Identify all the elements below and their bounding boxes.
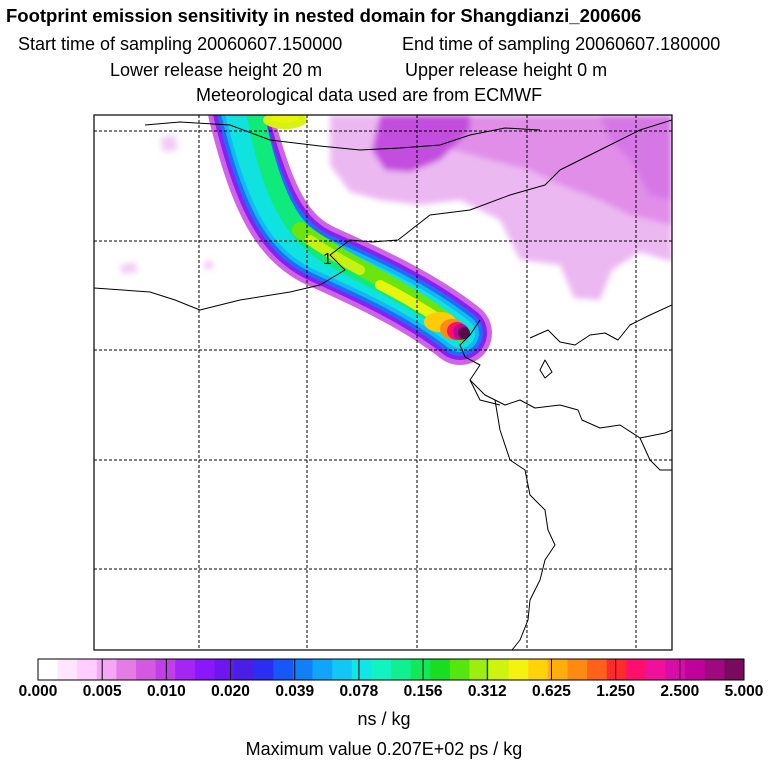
colorbar-swatch <box>645 659 666 680</box>
end-time: End time of sampling 20060607.180000 <box>402 34 721 54</box>
colorbar-swatch <box>606 659 627 680</box>
colorbar-swatch <box>724 659 745 680</box>
colorbar-swatch <box>430 659 451 680</box>
colorbar-swatch <box>449 659 470 680</box>
colorbar-swatch <box>38 659 59 680</box>
colorbar-swatch <box>136 659 157 680</box>
colorbar-swatch <box>508 659 529 680</box>
upper-release-height: Upper release height 0 m <box>405 60 608 80</box>
colorbar-swatch <box>96 659 117 680</box>
colorbar-tick-label: 0.078 <box>339 683 379 700</box>
maximum-value: Maximum value 0.207E+02 ps / kg <box>245 739 523 759</box>
colorbar-tick-label: 5.000 <box>724 683 764 700</box>
colorbar-swatch <box>57 659 78 680</box>
colorbar-swatch <box>626 659 647 680</box>
colorbar-swatch <box>371 659 392 680</box>
coastlines <box>94 119 672 650</box>
plume <box>208 115 492 365</box>
colorbar-tick-label: 2.500 <box>660 683 700 700</box>
colorbar-swatch <box>528 659 549 680</box>
colorbar-swatch <box>312 659 333 680</box>
colorbar-swatch <box>391 659 412 680</box>
colorbar-swatch <box>332 659 353 680</box>
colorbar-swatch <box>116 659 137 680</box>
colorbar-swatch <box>253 659 274 680</box>
colorbar-swatch <box>155 659 176 680</box>
colorbar-swatch <box>567 659 588 680</box>
colorbar-tick-label: 0.010 <box>146 683 186 700</box>
start-time: Start time of sampling 20060607.150000 <box>18 34 343 54</box>
graticule <box>94 115 672 650</box>
lower-release-height: Lower release height 20 m <box>110 60 323 80</box>
colorbar-tick-label: 0.020 <box>211 683 250 700</box>
colorbar-swatch <box>292 659 313 680</box>
colorbar-tick-label: 1.250 <box>596 683 636 700</box>
colorbar-tick-label: 0.005 <box>82 683 122 700</box>
colorbar-swatch <box>685 659 706 680</box>
colorbar-swatch <box>194 659 215 680</box>
colorbar <box>37 658 745 681</box>
colorbar-swatch <box>469 659 490 680</box>
colorbar-swatch <box>489 659 510 680</box>
colorbar-tick-label: 0.039 <box>275 683 315 700</box>
meteorological-source: Meteorological data used are from ECMWF <box>196 85 543 105</box>
colorbar-swatch <box>234 659 255 680</box>
plot-title: Footprint emission sensitivity in nested… <box>6 5 642 26</box>
colorbar-swatch <box>704 659 725 680</box>
colorbar-swatch <box>665 659 686 680</box>
colorbar-tick-label: 0.000 <box>18 683 58 700</box>
colorbar-swatch <box>273 659 294 680</box>
map-frame <box>93 114 673 651</box>
colorbar-swatch <box>351 659 372 680</box>
colorbar-swatch <box>547 659 568 680</box>
colorbar-tick-label: 0.156 <box>403 683 443 700</box>
colorbar-swatch <box>77 659 98 680</box>
colorbar-swatch <box>175 659 196 680</box>
colorbar-swatch <box>214 659 235 680</box>
contour-label: 1 <box>323 251 332 268</box>
colorbar-swatch <box>587 659 608 680</box>
colorbar-unit: ns / kg <box>357 709 411 729</box>
colorbar-swatch <box>410 659 431 680</box>
colorbar-tick-label: 0.625 <box>532 683 571 700</box>
map-area: 1 <box>94 115 672 650</box>
colorbar-tick-label: 0.312 <box>467 683 507 700</box>
